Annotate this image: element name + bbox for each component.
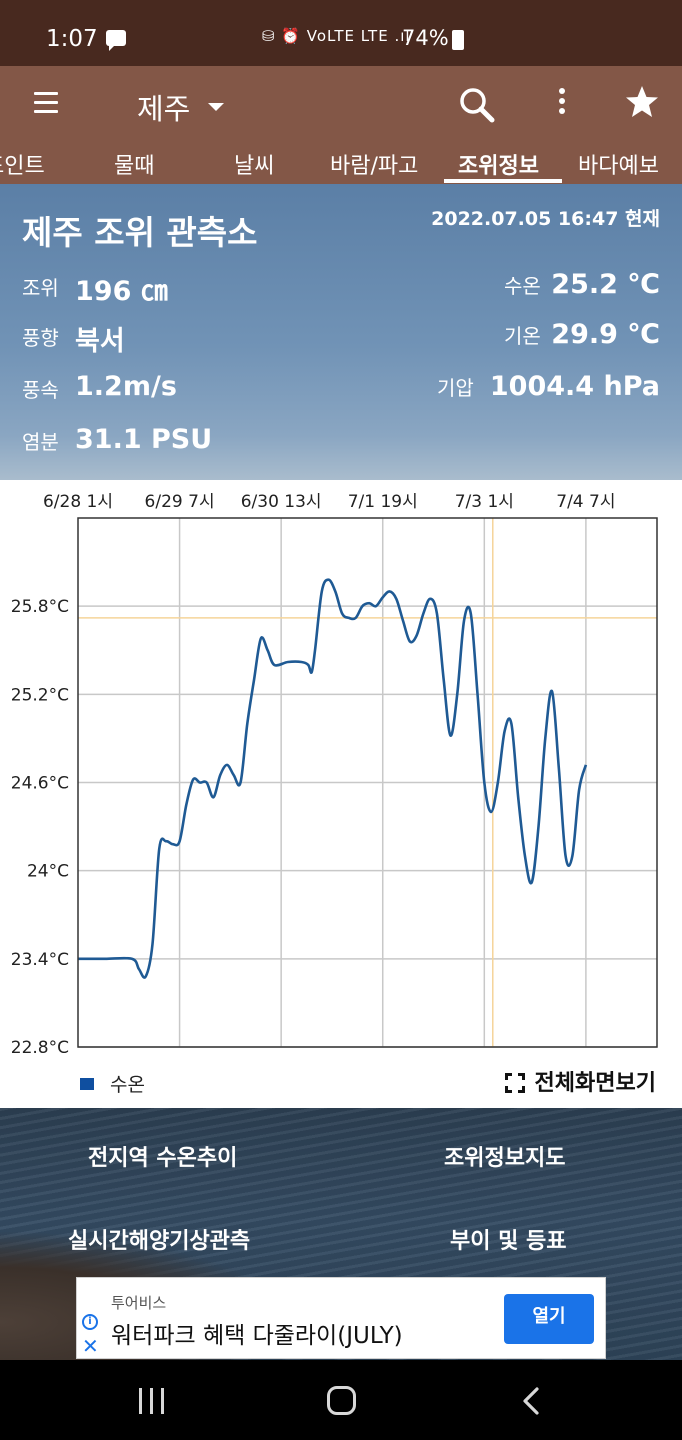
y-tick-label: 24°C — [27, 862, 69, 882]
dropdown-caret-icon[interactable] — [208, 103, 224, 111]
more-options-icon[interactable] — [559, 88, 567, 120]
pressure-label: 기압 — [437, 376, 474, 400]
station-info-panel: 제주 조위 관측소 2022.07.05 16:47 현재 조위 196 ㎝ 수… — [0, 184, 682, 480]
x-tick-label: 7/3 1시 — [455, 492, 514, 512]
tide-label: 조위 — [22, 276, 59, 300]
salinity-label: 염분 — [22, 430, 59, 454]
x-tick-label: 6/28 1시 — [43, 492, 113, 512]
active-tab-indicator — [444, 179, 562, 183]
x-tick-label: 7/4 7시 — [556, 492, 615, 512]
app-bar: 제주 — [0, 66, 682, 140]
region-selector[interactable]: 제주 — [137, 92, 191, 126]
ad-info-icon[interactable]: i — [82, 1314, 98, 1330]
chart-legend: 수온 — [80, 1070, 145, 1097]
observation-time: 2022.07.05 16:47 현재 — [431, 208, 660, 230]
fullscreen-button[interactable]: 전체화면보기 — [504, 1065, 656, 1097]
plot-border — [77, 517, 658, 1048]
link-tide-map[interactable]: 조위정보지도 — [444, 1146, 566, 1171]
favorite-star-icon[interactable] — [624, 84, 660, 120]
air-temp-value: 29.9 ℃ — [551, 319, 660, 350]
y-tick-label: 22.8°C — [11, 1038, 69, 1058]
battery-percent: 74% — [402, 26, 449, 50]
home-icon[interactable] — [327, 1386, 356, 1415]
ad-open-button[interactable]: 열기 — [504, 1294, 594, 1344]
x-tick-label: 6/30 13시 — [241, 492, 322, 512]
search-icon[interactable] — [458, 86, 496, 124]
back-icon[interactable] — [522, 1386, 540, 1416]
tab-point[interactable]: 포인트 — [0, 154, 45, 179]
wind-direction-value: 북서 — [75, 326, 125, 357]
legend-swatch — [80, 1078, 94, 1090]
battery-icon — [452, 30, 464, 50]
ad-close-icon[interactable]: ✕ — [82, 1334, 99, 1358]
wind-direction-label: 풍향 — [22, 326, 59, 350]
water-temp-label: 수온 — [504, 274, 541, 298]
station-name: 제주 조위 관측소 — [22, 213, 258, 252]
water-temperature-chart: 6/28 1시 6/29 7시 6/30 13시 7/1 19시 7/3 1시 7/4 7… — [0, 480, 682, 1108]
link-buoy-beacon[interactable]: 부이 및 등표 — [450, 1229, 567, 1254]
fullscreen-icon — [504, 1073, 525, 1093]
wind-speed-label: 풍속 — [22, 378, 59, 402]
tide-value: 196 ㎝ — [75, 276, 168, 307]
water-temp-value: 25.2 ℃ — [551, 269, 660, 300]
chart-svg: 6/28 1시 6/29 7시 6/30 13시 7/1 19시 7/3 1시 7/4 7… — [11, 492, 658, 1058]
pressure-value: 1004.4 hPa — [489, 371, 660, 402]
y-tick-label: 25.8°C — [11, 597, 69, 617]
hamburger-menu-icon[interactable] — [34, 92, 58, 114]
y-tick-label: 24.6°C — [11, 774, 69, 794]
recent-apps-icon[interactable] — [139, 1388, 165, 1414]
tab-tide-time[interactable]: 물때 — [114, 154, 155, 179]
link-realtime-marine-weather[interactable]: 실시간해양기상관측 — [68, 1229, 251, 1254]
ad-sponsor: 투어비스 — [111, 1294, 167, 1312]
status-bar: 1:07 ⛁ ⏰ VoLTE LTE .ıl 74% — [0, 0, 682, 66]
tab-weather[interactable]: 날씨 — [234, 154, 275, 179]
system-navigation-bar — [0, 1360, 682, 1440]
x-tick-label: 6/29 7시 — [145, 492, 215, 512]
status-icons: ⛁ ⏰ VoLTE LTE .ıl — [262, 27, 411, 45]
legend-label: 수온 — [110, 1074, 145, 1096]
x-tick-label: 7/1 19시 — [348, 492, 418, 512]
message-icon — [106, 30, 126, 51]
y-tick-label: 25.2°C — [11, 685, 69, 705]
air-temp-label: 기온 — [504, 324, 541, 348]
link-regional-water-temp[interactable]: 전지역 수온추이 — [88, 1146, 238, 1171]
tab-bar: 포인트 물때 날씨 바람/파고 조위정보 바다예보 — [0, 140, 682, 184]
fullscreen-label: 전체화면보기 — [534, 1071, 656, 1096]
series-line-water-temp — [78, 578, 588, 979]
salinity-value: 31.1 PSU — [75, 424, 213, 455]
tab-tide-info[interactable]: 조위정보 — [458, 154, 539, 179]
ad-title[interactable]: 워터파크 혜택 다줄라이(JULY) — [111, 1323, 403, 1349]
status-time: 1:07 — [46, 26, 98, 52]
tab-wind-wave[interactable]: 바람/파고 — [330, 154, 419, 179]
wind-speed-value: 1.2m/s — [75, 371, 177, 402]
tab-sea-forecast[interactable]: 바다예보 — [578, 154, 659, 179]
ad-banner[interactable]: i ✕ 투어비스 워터파크 혜택 다줄라이(JULY) 열기 — [76, 1277, 606, 1359]
y-tick-label: 23.4°C — [11, 950, 69, 970]
